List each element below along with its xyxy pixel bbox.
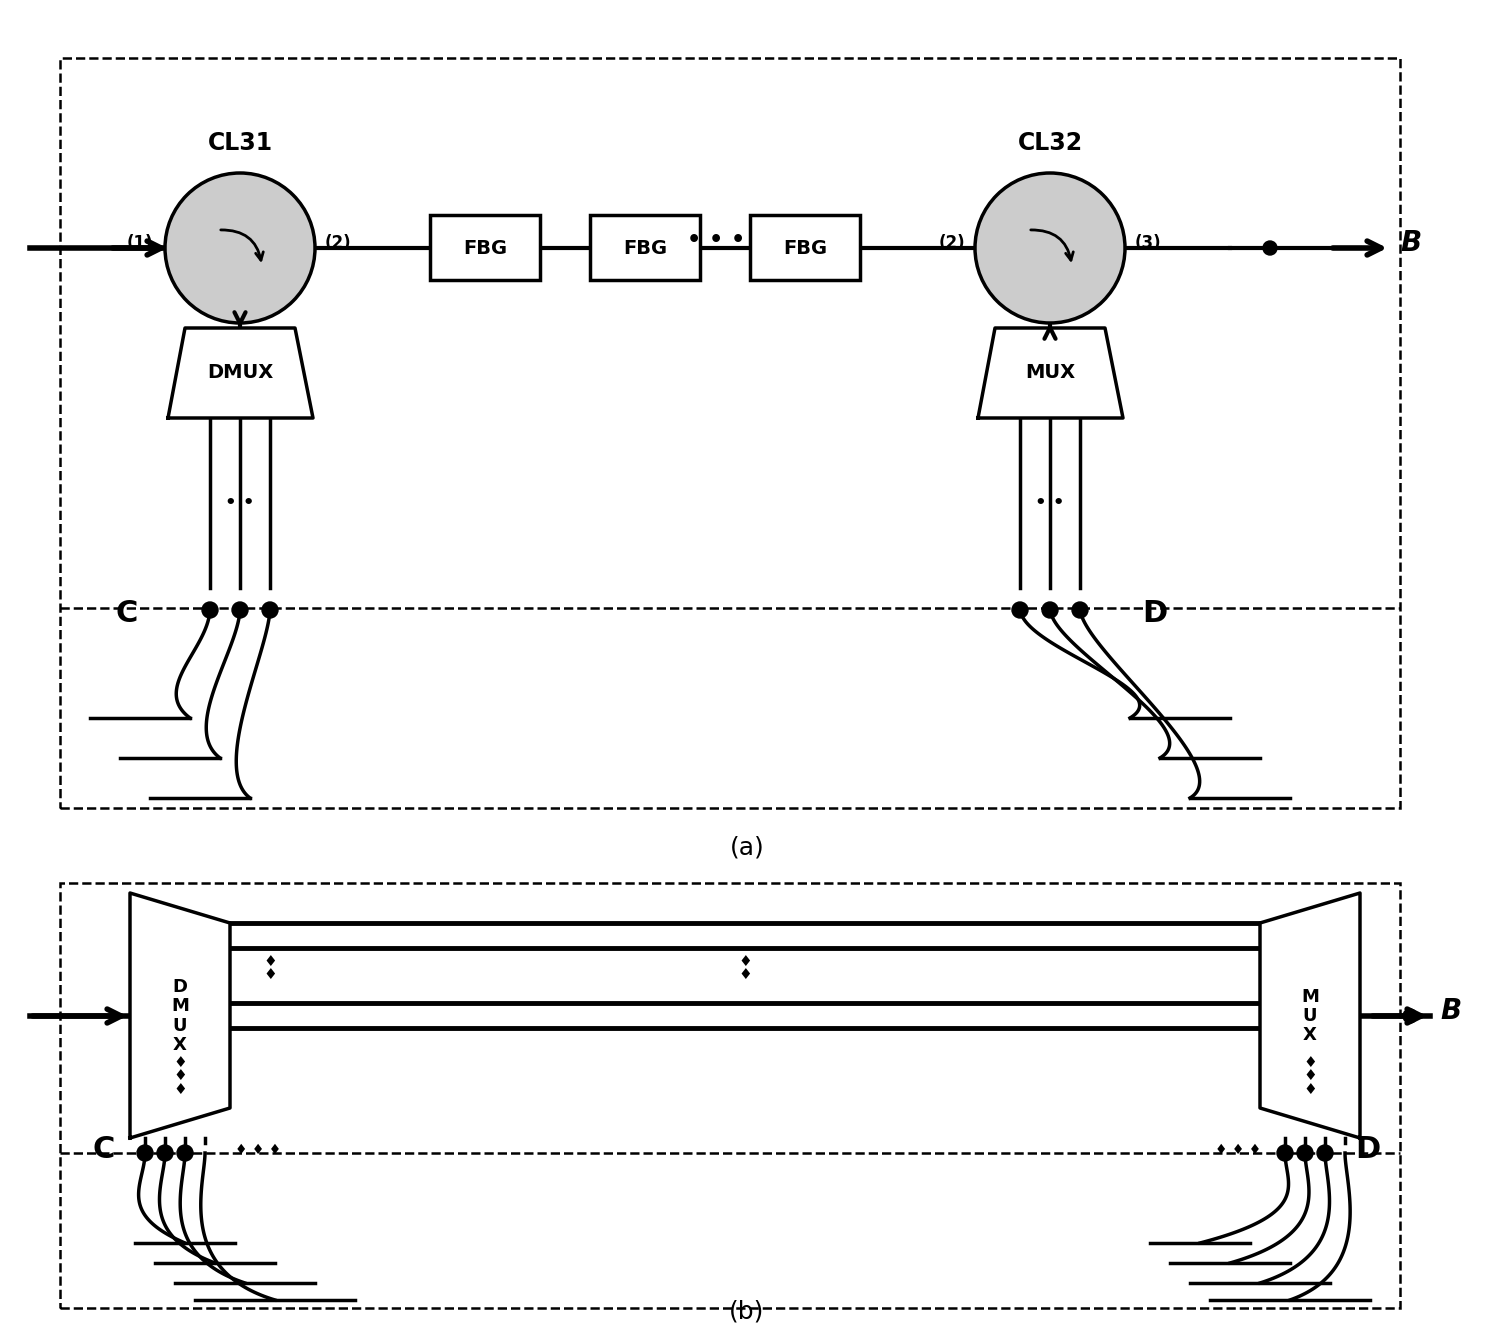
Circle shape (261, 602, 278, 618)
Text: FBG: FBG (623, 238, 666, 257)
Circle shape (1073, 602, 1088, 618)
Text: (3): (3) (232, 337, 258, 355)
Text: (2): (2) (938, 234, 965, 252)
Text: ♦ ♦ ♦: ♦ ♦ ♦ (235, 1143, 281, 1157)
Text: ♦
♦: ♦ ♦ (263, 954, 276, 982)
Circle shape (164, 173, 315, 322)
Text: DMUX: DMUX (206, 364, 273, 383)
Text: (2): (2) (326, 234, 351, 252)
Text: M
U
X: M U X (1301, 987, 1319, 1045)
Text: ♦
♦
♦: ♦ ♦ ♦ (173, 1054, 187, 1097)
Text: D: D (1355, 1136, 1380, 1164)
Polygon shape (130, 892, 230, 1139)
Text: (a): (a) (729, 836, 765, 860)
Bar (430, 215, 539, 280)
Text: ♦
♦
♦: ♦ ♦ ♦ (1303, 1054, 1316, 1097)
Bar (60, 883, 1400, 1309)
Text: ♦
♦: ♦ ♦ (738, 954, 751, 982)
Circle shape (1318, 1145, 1333, 1161)
Text: (b): (b) (729, 1299, 765, 1323)
Text: B: B (1440, 997, 1461, 1025)
Circle shape (1403, 1009, 1416, 1024)
Text: • •: • • (226, 494, 255, 512)
Circle shape (1262, 241, 1277, 256)
Text: D: D (1141, 598, 1167, 628)
Bar (590, 215, 701, 280)
Circle shape (202, 602, 218, 618)
Text: ♦ ♦ ♦: ♦ ♦ ♦ (1215, 1143, 1261, 1157)
Polygon shape (1259, 892, 1360, 1139)
Text: FBG: FBG (463, 238, 506, 257)
Bar (750, 215, 861, 280)
Text: C: C (115, 598, 137, 628)
Circle shape (157, 1145, 173, 1161)
Text: (1): (1) (127, 234, 152, 252)
Text: • •: • • (1035, 494, 1065, 512)
Text: (3): (3) (1135, 234, 1162, 252)
Circle shape (1277, 1145, 1292, 1161)
Text: D
M
U
X: D M U X (170, 978, 188, 1054)
Polygon shape (979, 328, 1123, 417)
Text: CL32: CL32 (1017, 131, 1083, 155)
Polygon shape (167, 328, 314, 417)
Text: FBG: FBG (783, 238, 828, 257)
Circle shape (1297, 1145, 1313, 1161)
Text: • • •: • • • (687, 230, 746, 250)
Circle shape (1041, 602, 1058, 618)
Text: B: B (1400, 229, 1421, 257)
Circle shape (976, 173, 1125, 322)
Circle shape (176, 1145, 193, 1161)
Circle shape (232, 602, 248, 618)
Circle shape (137, 1145, 152, 1161)
Circle shape (1011, 602, 1028, 618)
Text: C: C (93, 1136, 115, 1164)
Text: CL31: CL31 (208, 131, 272, 155)
Bar (60, 58, 1400, 808)
Text: MUX: MUX (1025, 364, 1076, 383)
Text: (1): (1) (1041, 337, 1068, 355)
